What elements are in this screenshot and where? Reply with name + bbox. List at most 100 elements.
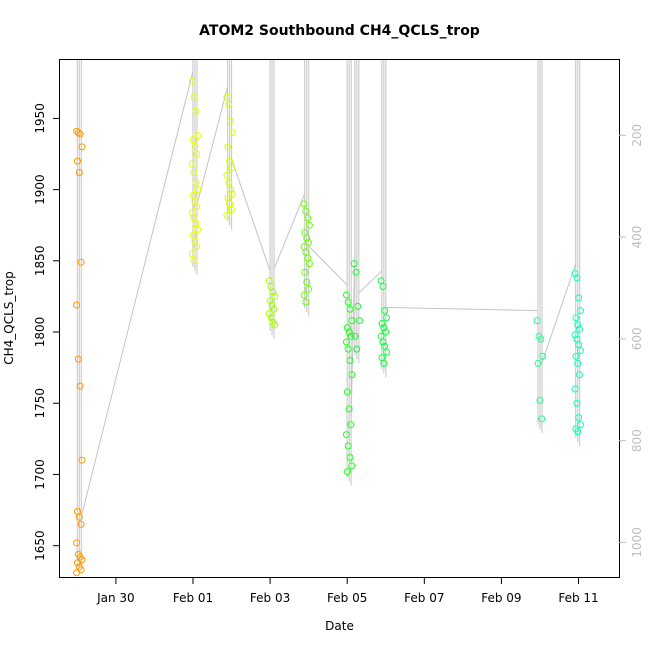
data-point — [225, 100, 233, 108]
y-tick-label: 1800 — [33, 317, 47, 348]
data-point — [74, 129, 82, 137]
data-point — [192, 107, 200, 115]
x-tick-label: Feb 03 — [250, 591, 290, 605]
data-point — [383, 348, 391, 356]
data-point — [78, 143, 86, 151]
data-point — [347, 332, 355, 340]
x-tick-label: Jan 30 — [96, 591, 135, 605]
data-point — [378, 319, 386, 327]
data-point — [194, 131, 202, 139]
data-point — [77, 258, 85, 266]
data-point — [344, 442, 352, 450]
data-point — [227, 186, 235, 194]
y-tick-label: 1650 — [33, 530, 47, 561]
data-point — [194, 225, 202, 233]
data-point — [576, 307, 584, 315]
data-point — [353, 345, 361, 353]
data-point — [301, 268, 309, 276]
data-point — [223, 211, 231, 219]
data-point — [225, 178, 233, 186]
transit-line — [358, 270, 383, 294]
data-point — [300, 200, 308, 208]
y2-axis: 200 400 600 800 1000 — [619, 124, 644, 558]
data-point — [345, 405, 353, 413]
data-point — [73, 157, 81, 165]
data-point — [343, 388, 351, 396]
x-tick-label: Feb 01 — [173, 591, 213, 605]
data-point — [575, 294, 583, 302]
data-point — [575, 413, 583, 421]
data-point — [347, 421, 355, 429]
data-point — [227, 164, 235, 172]
data-point — [536, 396, 544, 404]
x-axis-label: Date — [325, 619, 354, 633]
data-point — [269, 288, 277, 296]
data-point — [228, 190, 236, 198]
data-point — [346, 305, 354, 313]
data-point — [571, 385, 579, 393]
data-point — [77, 520, 85, 528]
data-point — [305, 221, 313, 229]
data-point — [348, 371, 356, 379]
data-point — [346, 453, 354, 461]
data-point — [576, 347, 584, 355]
data-point — [73, 559, 81, 567]
data-point — [574, 359, 582, 367]
data-point — [574, 321, 582, 329]
y-axis-label: CH4_QCLS_trop — [2, 271, 16, 365]
y2-tick-label: 200 — [630, 124, 644, 147]
data-point — [380, 324, 388, 332]
x-tick-label: Feb 05 — [327, 591, 367, 605]
data-point — [271, 321, 279, 329]
data-point — [190, 93, 198, 101]
data-point — [226, 157, 234, 165]
x-axis: Jan 30 Feb 01 Feb 03 Feb 05 Feb 07 Feb 09 Feb … — [96, 577, 599, 605]
data-point — [191, 143, 199, 151]
data-point — [227, 206, 235, 214]
data-point — [190, 257, 198, 265]
data-point — [342, 431, 350, 439]
data-point — [228, 129, 236, 137]
data-point — [348, 317, 356, 325]
data-point — [534, 359, 542, 367]
data-point — [223, 171, 231, 179]
chart-title: ATOM2 Southbound CH4_QCLS_trop — [199, 23, 480, 39]
data-point — [305, 285, 313, 293]
data-point — [343, 324, 351, 332]
data-point — [192, 178, 200, 186]
data-point — [571, 331, 579, 339]
y2-tick-label: 400 — [630, 226, 644, 249]
data-point — [303, 278, 311, 286]
data-point — [267, 314, 275, 322]
data-point — [574, 428, 582, 436]
data-point — [193, 203, 201, 211]
x-tick-label: Feb 07 — [404, 591, 444, 605]
data-point — [194, 186, 202, 194]
data-point — [193, 243, 201, 251]
data-point — [572, 352, 580, 360]
data-point — [270, 305, 278, 313]
transit-line — [80, 71, 194, 517]
data-point — [268, 301, 276, 309]
y-tick-label: 1700 — [33, 459, 47, 490]
data-point — [351, 332, 359, 340]
data-point — [342, 338, 350, 346]
data-point — [576, 371, 584, 379]
data-point — [576, 421, 584, 429]
y-tick-label: 1950 — [33, 103, 47, 134]
transit-line — [308, 245, 348, 286]
data-point — [305, 260, 313, 268]
data-point — [190, 169, 198, 177]
y-tick-label: 1900 — [33, 174, 47, 205]
data-point — [342, 291, 350, 299]
data-point — [383, 314, 391, 322]
data-point — [189, 136, 197, 144]
data-points — [73, 77, 584, 577]
data-point — [227, 117, 235, 125]
transit-line — [273, 193, 306, 270]
y2-tick-label: 1000 — [630, 527, 644, 558]
data-point — [573, 274, 581, 282]
data-point — [533, 317, 541, 325]
data-point — [576, 325, 584, 333]
data-point — [73, 569, 81, 577]
